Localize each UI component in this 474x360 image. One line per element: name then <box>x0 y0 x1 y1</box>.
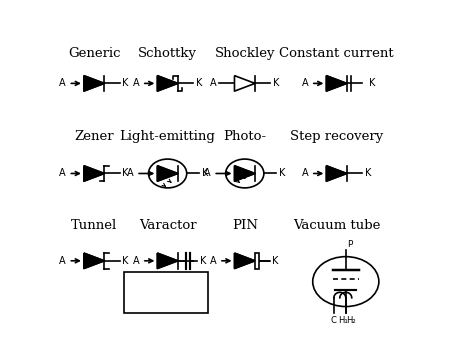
Text: K: K <box>365 168 371 179</box>
Text: Step recovery: Step recovery <box>290 130 383 143</box>
Polygon shape <box>326 76 347 91</box>
Polygon shape <box>84 166 104 181</box>
Polygon shape <box>157 253 178 269</box>
Text: Vacuum tube: Vacuum tube <box>293 219 380 232</box>
Polygon shape <box>235 253 255 269</box>
Text: Photo-: Photo- <box>223 130 266 143</box>
Text: Light-emitting: Light-emitting <box>119 130 216 143</box>
Text: A: A <box>59 78 66 89</box>
Text: K: K <box>279 168 285 179</box>
Text: K: K <box>272 256 278 266</box>
Polygon shape <box>157 76 178 91</box>
Text: A: A <box>127 168 134 179</box>
Text: A: A <box>59 168 66 179</box>
Text: A: A <box>133 78 139 89</box>
Text: PIN: PIN <box>232 219 258 232</box>
Text: A: A <box>210 78 217 89</box>
Text: H₁: H₁ <box>338 316 348 325</box>
Text: Constant current: Constant current <box>279 47 394 60</box>
Polygon shape <box>157 166 178 181</box>
Polygon shape <box>326 166 347 181</box>
Text: A: A <box>301 78 308 89</box>
Text: K = Cathode: K = Cathode <box>130 294 206 308</box>
Text: Shockley: Shockley <box>215 47 275 60</box>
Polygon shape <box>235 166 255 181</box>
Text: A: A <box>210 256 217 266</box>
Text: Zener: Zener <box>74 130 114 143</box>
Text: Schottky: Schottky <box>138 47 197 60</box>
Text: K: K <box>273 78 279 89</box>
Bar <box>124 271 208 312</box>
Text: A: A <box>133 256 139 266</box>
Text: A: A <box>204 168 211 179</box>
Text: K: K <box>122 256 129 266</box>
Text: K: K <box>122 78 129 89</box>
Text: Tunnel: Tunnel <box>71 219 117 232</box>
Text: K: K <box>369 78 375 89</box>
Text: K: K <box>200 256 206 266</box>
Text: A: A <box>301 168 308 179</box>
Text: Varactor: Varactor <box>139 219 196 232</box>
Polygon shape <box>84 76 104 91</box>
Text: K: K <box>122 168 129 179</box>
Text: P: P <box>347 240 353 249</box>
Text: H₂: H₂ <box>346 316 356 325</box>
Polygon shape <box>84 253 104 269</box>
Text: A: A <box>59 256 66 266</box>
Text: K: K <box>196 78 202 89</box>
Bar <box>255 253 259 269</box>
Text: K: K <box>201 168 208 179</box>
Text: A = Anode: A = Anode <box>130 276 194 289</box>
Text: C: C <box>331 316 337 325</box>
Text: Generic: Generic <box>68 47 120 60</box>
